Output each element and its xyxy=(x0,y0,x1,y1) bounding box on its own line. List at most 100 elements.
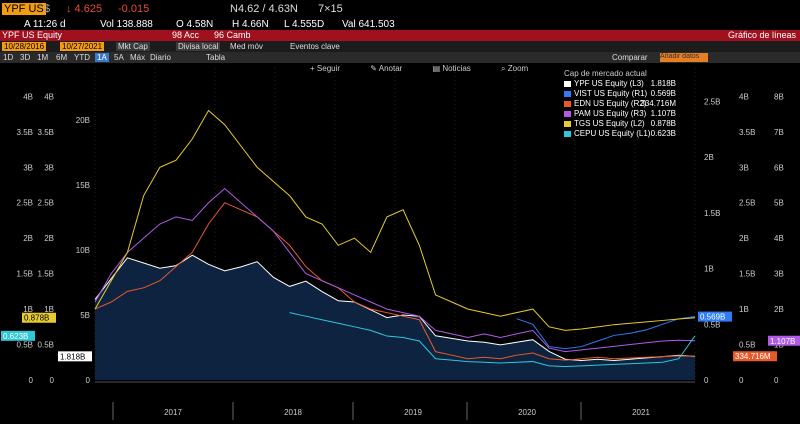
last-value-tag-cepu: 0.623B xyxy=(1,330,35,341)
volume-value: Vol 138.888 xyxy=(100,19,153,30)
tick-l2-7: 3.5B xyxy=(38,128,54,137)
last-value-tag-edn: 334.716M xyxy=(733,351,777,362)
series-line-pam xyxy=(94,187,696,353)
tick-l1-7: 3.5B xyxy=(17,128,33,137)
low-value: L 4.555D xyxy=(284,19,325,30)
market-cap-chart[interactable]: 0 0.5B 1B 1.5B 2B 2.5B 3B 3.5B 4B 0 0.5B 1B 1.5B 2B 2.… xyxy=(0,63,800,424)
legend-item-pam[interactable]: PAM US Equity (R3) 1.107B xyxy=(560,109,680,119)
legend-item-tgs[interactable]: TGS US Equity (L2) 0.878B xyxy=(560,119,680,129)
tick-r2-3: 1.5B xyxy=(739,270,755,279)
legend-item-cepu[interactable]: CEPU US Equity (L1) 0.623B xyxy=(560,129,680,139)
period-5a[interactable]: 5A xyxy=(114,53,124,62)
open-value: O 4.58N xyxy=(176,19,214,30)
tick-l3-4: 20B xyxy=(76,116,90,125)
tick-l2-0: 0 xyxy=(50,376,55,385)
compare-button[interactable]: Comparar xyxy=(612,53,648,62)
tick-r2-7: 3.5B xyxy=(739,128,755,137)
legend-value: 1.818B xyxy=(650,79,676,88)
period-6m[interactable]: 6M xyxy=(56,53,68,62)
settings-button[interactable]: 98 Acc xyxy=(172,30,200,40)
tick-l3-2: 10B xyxy=(76,246,90,255)
events-toggle[interactable]: Eventos clave xyxy=(290,42,340,51)
period-max[interactable]: Máx xyxy=(130,53,146,62)
tick-r2-1: 0.5B xyxy=(739,341,755,350)
frequency-select[interactable]: Diario xyxy=(150,53,171,62)
x-label-2020: 2020 xyxy=(518,408,536,417)
annotate-button[interactable]: ✎ Anotar xyxy=(370,64,403,73)
tick-r3-5: 5B xyxy=(774,199,784,208)
tick-r3-4: 4B xyxy=(774,234,784,243)
tick-r2-2: 1B xyxy=(739,305,749,314)
legend-item-ypf[interactable]: YPF US Equity (L3) 1.818B xyxy=(560,79,680,89)
price-value: ↓ 4.625 xyxy=(66,3,103,15)
tick-l1-0: 0 xyxy=(29,376,34,385)
period-1d[interactable]: 1D xyxy=(3,53,14,62)
tick-r3-8: 8B xyxy=(774,92,784,101)
camb-button[interactable]: 96 Camb xyxy=(214,30,251,40)
zoom-button[interactable]: ⌕ Zoom xyxy=(501,64,529,73)
tick-l1-1: 0.5B xyxy=(17,341,33,350)
add-data-input[interactable]: Añadir datos xyxy=(660,53,708,62)
tick-l2-8: 4B xyxy=(44,92,54,101)
annotate-label: Anotar xyxy=(378,64,403,73)
last-value-tag-tgs: 0.878B xyxy=(22,312,56,323)
tick-l1-2: 1B xyxy=(23,305,33,314)
tick-l1-5: 2.5B xyxy=(17,199,33,208)
x-label-2019: 2019 xyxy=(404,408,422,417)
bid-ask-value: N4.62 / 4.63N xyxy=(230,3,298,15)
series-line-edn xyxy=(94,202,696,361)
tick-r3-6: 6B xyxy=(774,163,784,172)
follow-button[interactable]: + Seguir xyxy=(310,64,341,73)
series-line-cepu xyxy=(289,312,696,368)
period-ytd[interactable]: YTD xyxy=(74,53,90,62)
tick-r2-8: 4B xyxy=(739,92,749,101)
period-3d[interactable]: 3D xyxy=(20,53,31,62)
svg-text:334.716M: 334.716M xyxy=(735,352,771,361)
security-label[interactable]: YPF US Equity xyxy=(2,30,63,40)
high-value: H 4.66N xyxy=(232,19,269,30)
tick-l2-1: 0.5B xyxy=(38,341,54,350)
zoom-label: Zoom xyxy=(507,64,529,73)
tick-r2-4: 2B xyxy=(739,234,749,243)
tick-r2-5: 2.5B xyxy=(739,199,755,208)
legend-swatch xyxy=(564,111,571,117)
table-button[interactable]: Tabla xyxy=(206,53,226,62)
tick-r1-1: 0.5B xyxy=(704,320,720,329)
add-data-label: Añadir datos xyxy=(660,53,700,60)
legend-value: 0.623B xyxy=(650,129,676,138)
value-traded: Val 641.503 xyxy=(342,19,395,30)
moving-average-toggle[interactable]: Med móv xyxy=(230,42,263,51)
legend-item-edn[interactable]: EDN US Equity (R2) 334.716M xyxy=(560,99,680,109)
follow-label: Seguir xyxy=(316,64,341,73)
series-line-ypf xyxy=(94,254,696,362)
start-date-field[interactable]: 10/28/2016 xyxy=(2,42,47,51)
tick-l1-3: 1.5B xyxy=(17,270,33,279)
tick-r1-5: 2.5B xyxy=(704,97,720,106)
period-1a[interactable]: 1A xyxy=(95,53,109,62)
title-bar: YPF US Equity 98 Acc 96 Camb Gráfico de … xyxy=(0,30,800,41)
time-value: A 11:26 d xyxy=(24,19,66,30)
chart-name: Gráfico de líneas xyxy=(727,30,796,40)
quote-bar: YPF US $ ↓ 4.625 -0.015 N4.62 / 4.63N 7×… xyxy=(0,0,800,19)
tick-l3-0: 0 xyxy=(86,376,91,385)
end-date-field[interactable]: 10/27/2021 xyxy=(60,42,105,51)
tick-l1-4: 2B xyxy=(23,234,33,243)
legend-value: 0.878B xyxy=(650,119,676,128)
news-label: Noticias xyxy=(442,64,471,73)
ticker-label[interactable]: YPF US xyxy=(2,3,46,15)
chart-legend: Cap de mercado actual YPF US Equity (L3)… xyxy=(560,68,680,139)
period-bar: 1D 3D 1M 6M YTD 1A 5A Máx Diario Tabla xyxy=(0,52,800,63)
legend-swatch xyxy=(564,131,571,137)
svg-text:0.878B: 0.878B xyxy=(24,314,49,323)
currency-select[interactable]: Divisa local xyxy=(176,42,221,51)
tick-l1-6: 3B xyxy=(23,163,33,172)
legend-item-vist[interactable]: VIST US Equity (R1) 0.569B xyxy=(560,89,680,99)
tick-r1-0: 0 xyxy=(704,376,709,385)
field-select[interactable]: Mkt Cap xyxy=(116,42,150,51)
chart-toolbar: + Seguir ✎ Anotar ▤ Noticias ⌕ Zoom xyxy=(310,64,556,74)
tick-r3-0: 0 xyxy=(774,376,779,385)
tick-l2-3: 1.5B xyxy=(38,270,54,279)
period-1m[interactable]: 1M xyxy=(37,53,49,62)
svg-text:1.818B: 1.818B xyxy=(60,352,85,361)
news-button[interactable]: ▤ Noticias xyxy=(432,64,471,73)
